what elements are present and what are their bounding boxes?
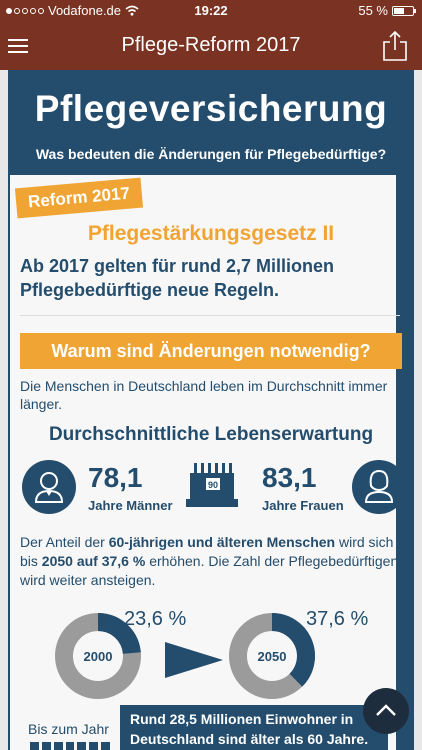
battery-percent: 55 % bbox=[358, 3, 388, 18]
status-bar: Vodafone.de 19:22 55 % bbox=[0, 0, 422, 22]
bis-zum-jahr-label: Bis zum Jahr bbox=[28, 721, 109, 737]
birthday-cake-icon: 90 bbox=[186, 463, 238, 507]
year-bars bbox=[30, 742, 111, 750]
status-left: Vodafone.de bbox=[6, 3, 139, 18]
donut-share-segment bbox=[271, 613, 315, 687]
lead-text: Ab 2017 gelten für rund 2,7 Millionen Pf… bbox=[20, 256, 335, 300]
woman-icon bbox=[352, 460, 406, 514]
share-icon[interactable] bbox=[382, 30, 408, 62]
why-banner: Warum sind Änderungen notwendig? bbox=[20, 333, 402, 369]
share-text-part: Der Anteil der bbox=[20, 534, 109, 550]
cake-number: 90 bbox=[208, 480, 218, 490]
man-icon bbox=[22, 460, 76, 514]
arrow-right-icon bbox=[165, 642, 223, 678]
life-expectancy-heading: Durchschnittliche Lebenserwartung bbox=[48, 424, 374, 445]
page-title: Pflegeversicherung bbox=[34, 88, 388, 129]
share-text-part: wird sich bis bbox=[20, 534, 394, 569]
population-info-box: Rund 28,5 Millionen Einwohner in Deutsch… bbox=[120, 705, 388, 750]
scroll-up-button[interactable] bbox=[363, 688, 409, 734]
law-title: Pflegestärkungsgesetz II bbox=[87, 222, 335, 245]
donut-chart-2050: 2050 bbox=[229, 613, 315, 699]
infographic-content[interactable]: Pflegeversicherung Was bedeuten die Ände… bbox=[0, 70, 422, 750]
women-life-expectancy-value: 83,1 bbox=[262, 462, 317, 493]
share-text-bold: 2050 auf 37,6 % bbox=[41, 553, 146, 569]
page-subtitle: Was bedeuten die Änderungen für Pflegebe… bbox=[35, 146, 387, 162]
donut-percent-2000: 23,6 % bbox=[124, 608, 187, 630]
navigation-bar: Pflege-Reform 2017 bbox=[0, 22, 422, 70]
donut-percent-2050: 37,6 % bbox=[306, 608, 369, 630]
chevron-up-icon bbox=[376, 704, 396, 716]
men-life-expectancy-label: Jahre Männer bbox=[88, 498, 173, 513]
hamburger-icon[interactable] bbox=[8, 39, 28, 53]
donut-share-segment bbox=[97, 613, 141, 655]
wifi-icon bbox=[125, 5, 139, 16]
donut-chart-2000: 2000 bbox=[55, 613, 141, 699]
status-time: 19:22 bbox=[194, 3, 228, 18]
men-life-expectancy-value: 78,1 bbox=[88, 462, 143, 493]
nav-title: Pflege-Reform 2017 bbox=[121, 34, 301, 56]
status-right: 55 % bbox=[358, 3, 416, 18]
battery-icon bbox=[392, 5, 416, 16]
donut-year-label: 2000 bbox=[84, 649, 113, 664]
share-text-part: erhöhen. Die Zahl der Pflegebedürftigen … bbox=[20, 553, 399, 588]
intro-text: Die Menschen in Deutschland leben im Dur… bbox=[20, 378, 388, 412]
women-life-expectancy-label: Jahre Frauen bbox=[262, 498, 344, 513]
population-share-text: Der Anteil der 60-jährigen und älteren M… bbox=[20, 533, 400, 590]
share-text-bold: 60-jährigen und älteren Menschen bbox=[108, 534, 336, 550]
carrier-name: Vodafone.de bbox=[48, 3, 122, 18]
donut-year-label: 2050 bbox=[258, 649, 287, 664]
divider bbox=[20, 315, 400, 316]
signal-strength-icon bbox=[6, 7, 44, 14]
